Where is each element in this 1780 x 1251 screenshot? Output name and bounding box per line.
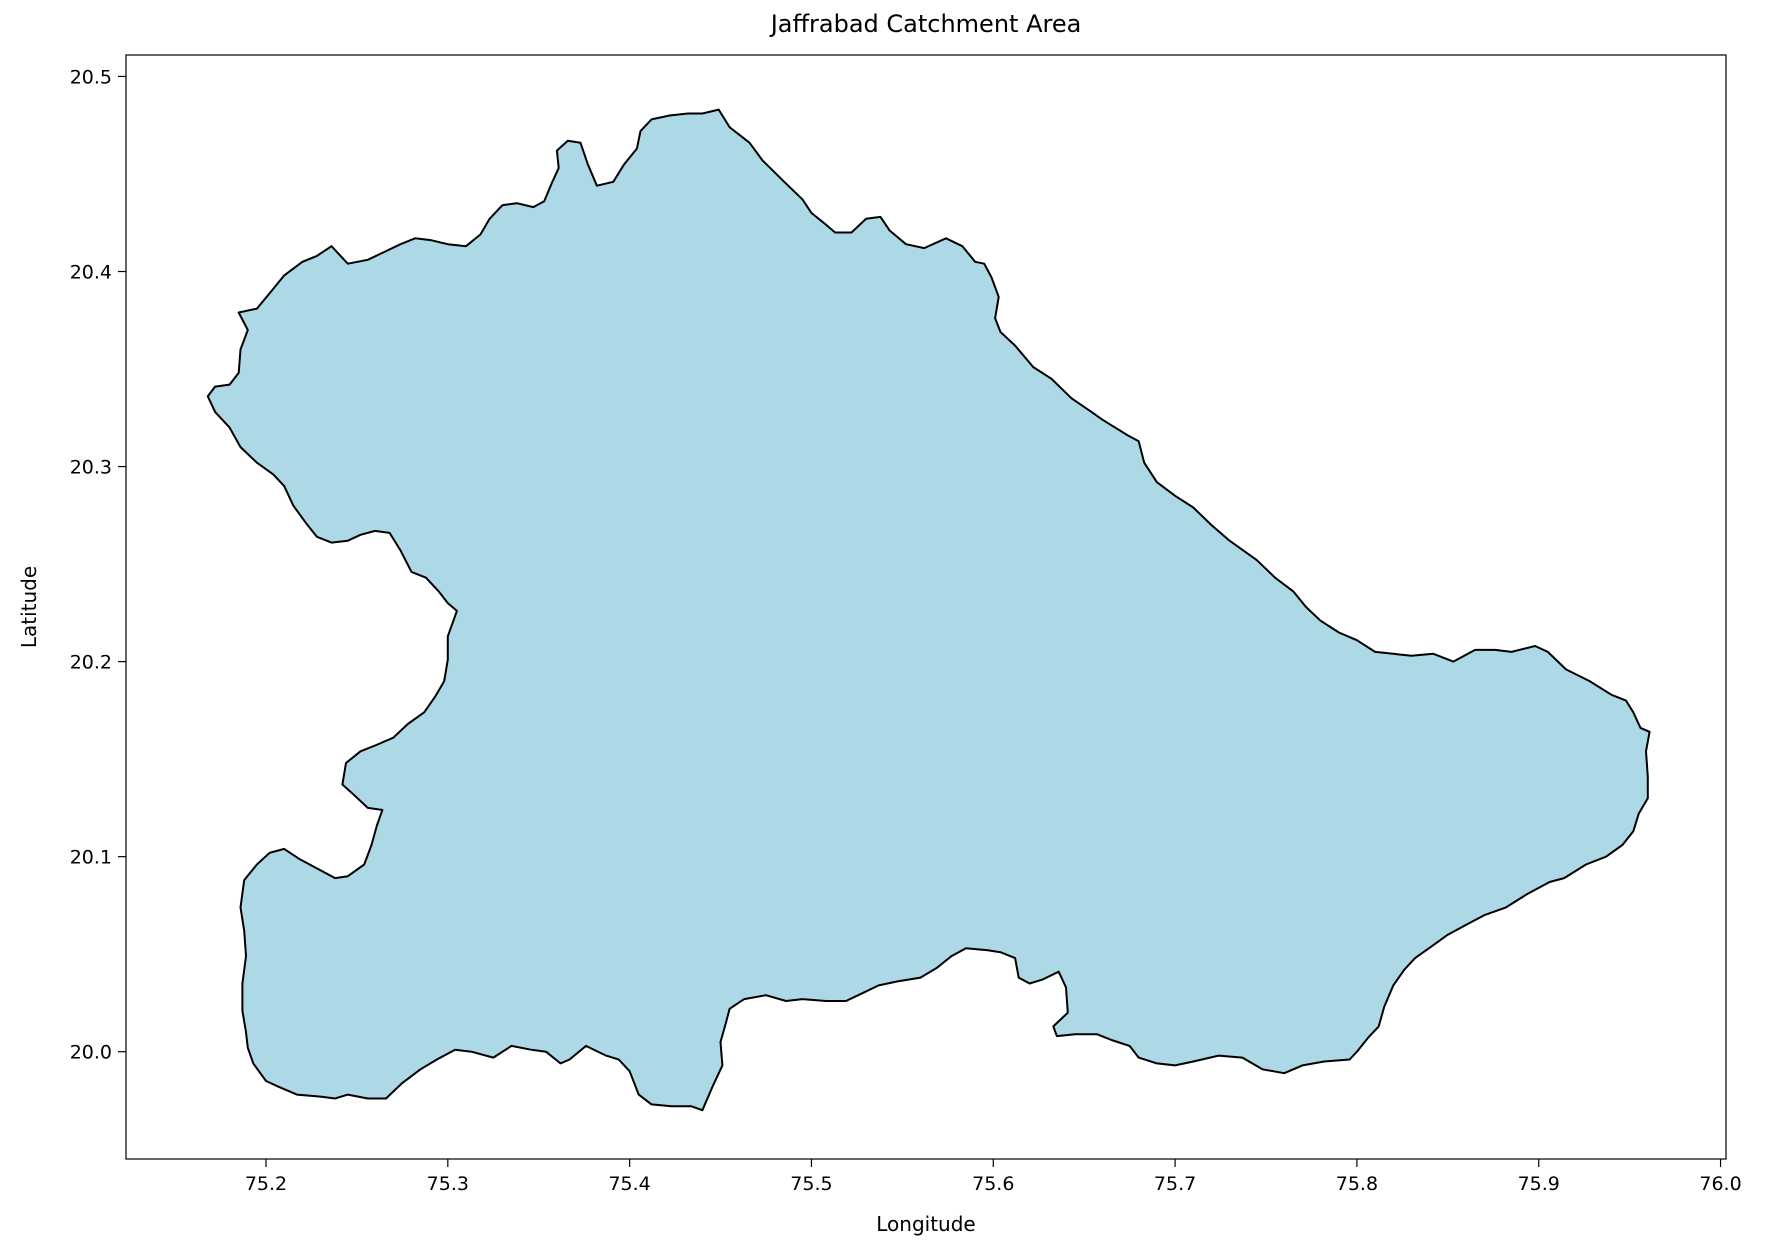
x-tick-label: 75.4: [608, 1173, 650, 1195]
x-axis-label: Longitude: [876, 1212, 975, 1236]
x-axis-ticks: 75.2 75.3 75.4 75.5 75.6 75.7 75.8 75.9 76.0: [245, 1159, 1742, 1195]
y-tick-label: 20.1: [70, 847, 112, 869]
x-tick-label: 75.2: [245, 1173, 287, 1195]
y-axis-label: Latitude: [17, 566, 41, 648]
x-tick-label: 75.5: [790, 1173, 832, 1195]
x-tick-label: 76.0: [1699, 1173, 1741, 1195]
x-tick-label: 75.8: [1336, 1173, 1378, 1195]
plot-frame: [125, 54, 1727, 1160]
y-tick-label: 20.4: [70, 262, 112, 284]
catchment-polygon: [206, 108, 1651, 1112]
plot-area: [125, 54, 1727, 1160]
chart-title: Jaffrabad Catchment Area: [769, 10, 1082, 38]
y-tick-label: 20.0: [70, 1042, 112, 1064]
x-tick-label: 75.6: [972, 1173, 1014, 1195]
y-axis-ticks: 20.0 20.1 20.2 20.3 20.4 20.5: [70, 66, 126, 1064]
y-tick-label: 20.2: [70, 652, 112, 674]
y-tick-label: 20.3: [70, 457, 112, 479]
x-tick-label: 75.9: [1518, 1173, 1560, 1195]
y-tick-label: 20.5: [70, 66, 112, 88]
x-tick-label: 75.7: [1154, 1173, 1196, 1195]
x-tick-label: 75.3: [427, 1173, 469, 1195]
